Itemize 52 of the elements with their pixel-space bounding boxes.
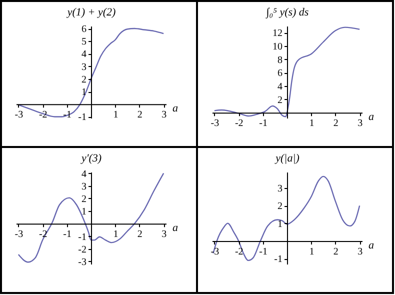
x-tick-label: 2 [333, 118, 338, 130]
x-axis-title: a [172, 102, 178, 115]
y-tick-label: 3 [278, 183, 282, 194]
x-tick-label: 1 [309, 246, 314, 258]
y-tick-label: 1 [278, 218, 282, 230]
x-tick-label: -3 [210, 118, 220, 130]
y-tick-label: -3 [78, 256, 86, 268]
y-tick-label: 6 [82, 24, 86, 36]
y-axis-title: ∫₀⁵ y(s) ds [265, 6, 309, 18]
y-tick-label: -1 [274, 254, 282, 266]
y-tick-label: 6 [278, 68, 282, 80]
y-tick-label: 1 [82, 206, 86, 218]
y-tick-label: 5 [82, 36, 86, 48]
x-tick-label: 1 [113, 229, 118, 240]
x-tick-label: 3 [358, 118, 363, 130]
y-axis-title: y′(3) [80, 152, 102, 164]
x-tick-label: 2 [333, 246, 338, 258]
y-tick-label: 12 [272, 28, 282, 40]
y-tick-label: 3 [82, 62, 86, 73]
line-series [214, 26, 360, 118]
y-tick-label: 2 [278, 201, 282, 212]
x-tick-label: 3 [162, 110, 167, 121]
x-tick-label: 1 [309, 118, 314, 130]
x-tick-label: -3 [14, 229, 24, 240]
y-tick-label: 10 [272, 42, 282, 52]
x-tick-label: -1 [259, 246, 268, 258]
x-tick-label: -1 [259, 118, 268, 130]
x-tick-label: 3 [358, 246, 363, 258]
x-tick-label: 1 [113, 110, 118, 121]
y-tick-label: 2 [82, 74, 86, 86]
x-tick-label: -2 [234, 246, 244, 258]
y-tick-label: 8 [278, 54, 282, 66]
y-axis-title: y(|a|) [274, 152, 300, 164]
x-tick-label: -2 [234, 118, 244, 130]
x-tick-label: 3 [162, 229, 167, 240]
x-tick-label: 2 [137, 110, 142, 121]
x-tick-label: -3 [14, 110, 24, 121]
y-tick-label: 2 [82, 194, 86, 205]
y-tick-label: 3 [82, 181, 86, 192]
y-axis-title: y(1) + y(2) [66, 6, 116, 18]
x-axis-title: a [172, 222, 178, 234]
x-tick-label: -3 [210, 246, 220, 258]
y-tick-label: 4 [82, 49, 86, 60]
x-axis-title: a [368, 111, 374, 124]
x-axis-title: a [368, 240, 374, 252]
y-tick-label: 4 [278, 82, 282, 92]
y-tick-label: 4 [82, 168, 86, 180]
line-series [212, 176, 360, 262]
x-tick-label: 2 [137, 229, 142, 240]
x-tick-label: -1 [63, 229, 72, 240]
y-tick-label: 2 [278, 94, 282, 106]
y-tick-label: 1 [82, 87, 86, 98]
